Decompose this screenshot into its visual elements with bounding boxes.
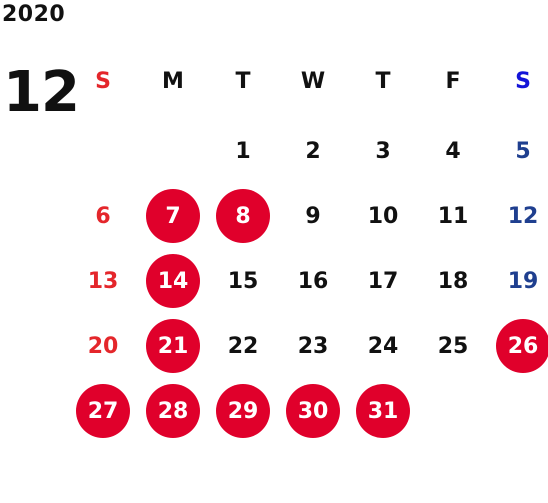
day-cell: 17 [367, 268, 399, 294]
day-cell-marked: 14 [146, 254, 200, 308]
day-cell: 23 [297, 333, 329, 359]
day-cell: 9 [305, 203, 321, 229]
day-cell: 6 [95, 203, 111, 229]
day-cell: 10 [367, 203, 399, 229]
weekday-header: W [300, 68, 326, 94]
day-cell: 13 [87, 268, 119, 294]
day-cell: 24 [367, 333, 399, 359]
day-cell: 3 [375, 138, 391, 164]
weekday-header: S [515, 68, 531, 94]
day-cell: 1 [235, 138, 251, 164]
day-cell-marked: 31 [356, 384, 410, 438]
day-cell: 18 [437, 268, 469, 294]
day-cell: 11 [437, 203, 469, 229]
day-cell: 16 [297, 268, 329, 294]
weekday-header: F [445, 68, 461, 94]
day-cell: 2 [305, 138, 321, 164]
year-label: 2020 [2, 2, 66, 27]
day-cell: 15 [227, 268, 259, 294]
day-cell: 20 [87, 333, 119, 359]
day-cell-marked: 30 [286, 384, 340, 438]
weekday-header: T [375, 68, 391, 94]
day-cell-marked: 27 [76, 384, 130, 438]
day-cell-marked: 29 [216, 384, 270, 438]
day-cell: 12 [507, 203, 539, 229]
weekday-header: T [235, 68, 251, 94]
day-cell-marked: 7 [146, 189, 200, 243]
day-cell-marked: 8 [216, 189, 270, 243]
month-number: 12 [3, 60, 80, 125]
day-cell: 22 [227, 333, 259, 359]
day-cell-marked: 21 [146, 319, 200, 373]
day-cell: 25 [437, 333, 469, 359]
day-cell: 5 [515, 138, 531, 164]
day-cell-marked: 26 [496, 319, 548, 373]
day-cell: 19 [507, 268, 539, 294]
day-cell-marked: 28 [146, 384, 200, 438]
day-cell: 4 [445, 138, 461, 164]
weekday-header: S [95, 68, 111, 94]
weekday-header: M [162, 68, 184, 94]
